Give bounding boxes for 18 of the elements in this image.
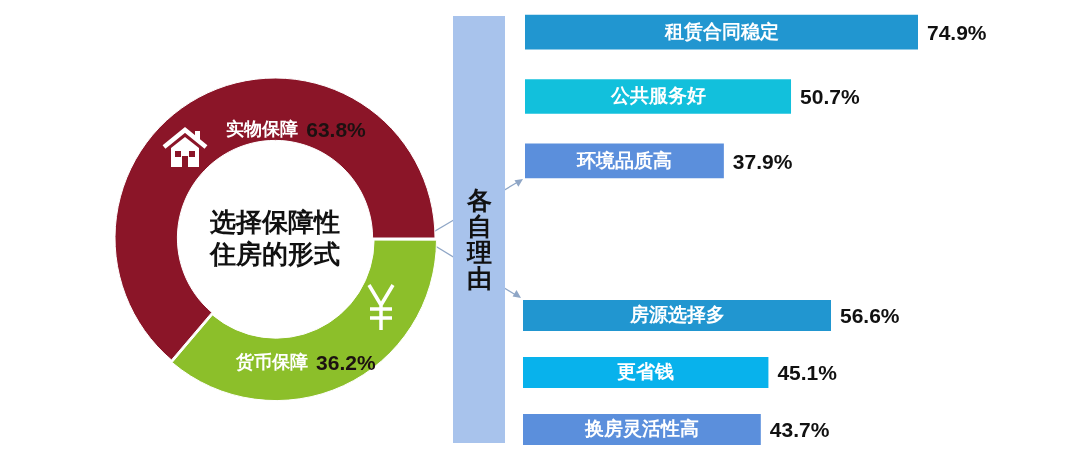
y-tick-label: 租赁合同稳定 xyxy=(663,20,779,43)
y-tick-label: 换房灵活性高 xyxy=(583,417,699,440)
y-tick-label: 环境品质高 xyxy=(575,148,672,171)
data-label: 74.9% xyxy=(927,20,987,44)
text: 各自理由 xyxy=(465,185,493,293)
data-label: 43.7% xyxy=(769,418,830,442)
data-label: 50.7% xyxy=(800,85,860,109)
data-label: 36.2% xyxy=(316,350,376,374)
data-label: 37.9% xyxy=(732,149,793,173)
data-label: 56.6% xyxy=(840,304,900,328)
data-label: 63.8% xyxy=(306,117,367,141)
data-label: 45.1% xyxy=(777,361,838,385)
y-tick-label: 房源选择多 xyxy=(628,303,725,326)
slice-label: 货币保障 xyxy=(235,350,309,372)
y-tick-label: 更省钱 xyxy=(617,360,675,383)
slice-label: 实物保障 xyxy=(226,117,299,139)
text: 选择保障性住房的形式 xyxy=(208,206,341,270)
y-tick-label: 公共服务好 xyxy=(609,84,706,107)
